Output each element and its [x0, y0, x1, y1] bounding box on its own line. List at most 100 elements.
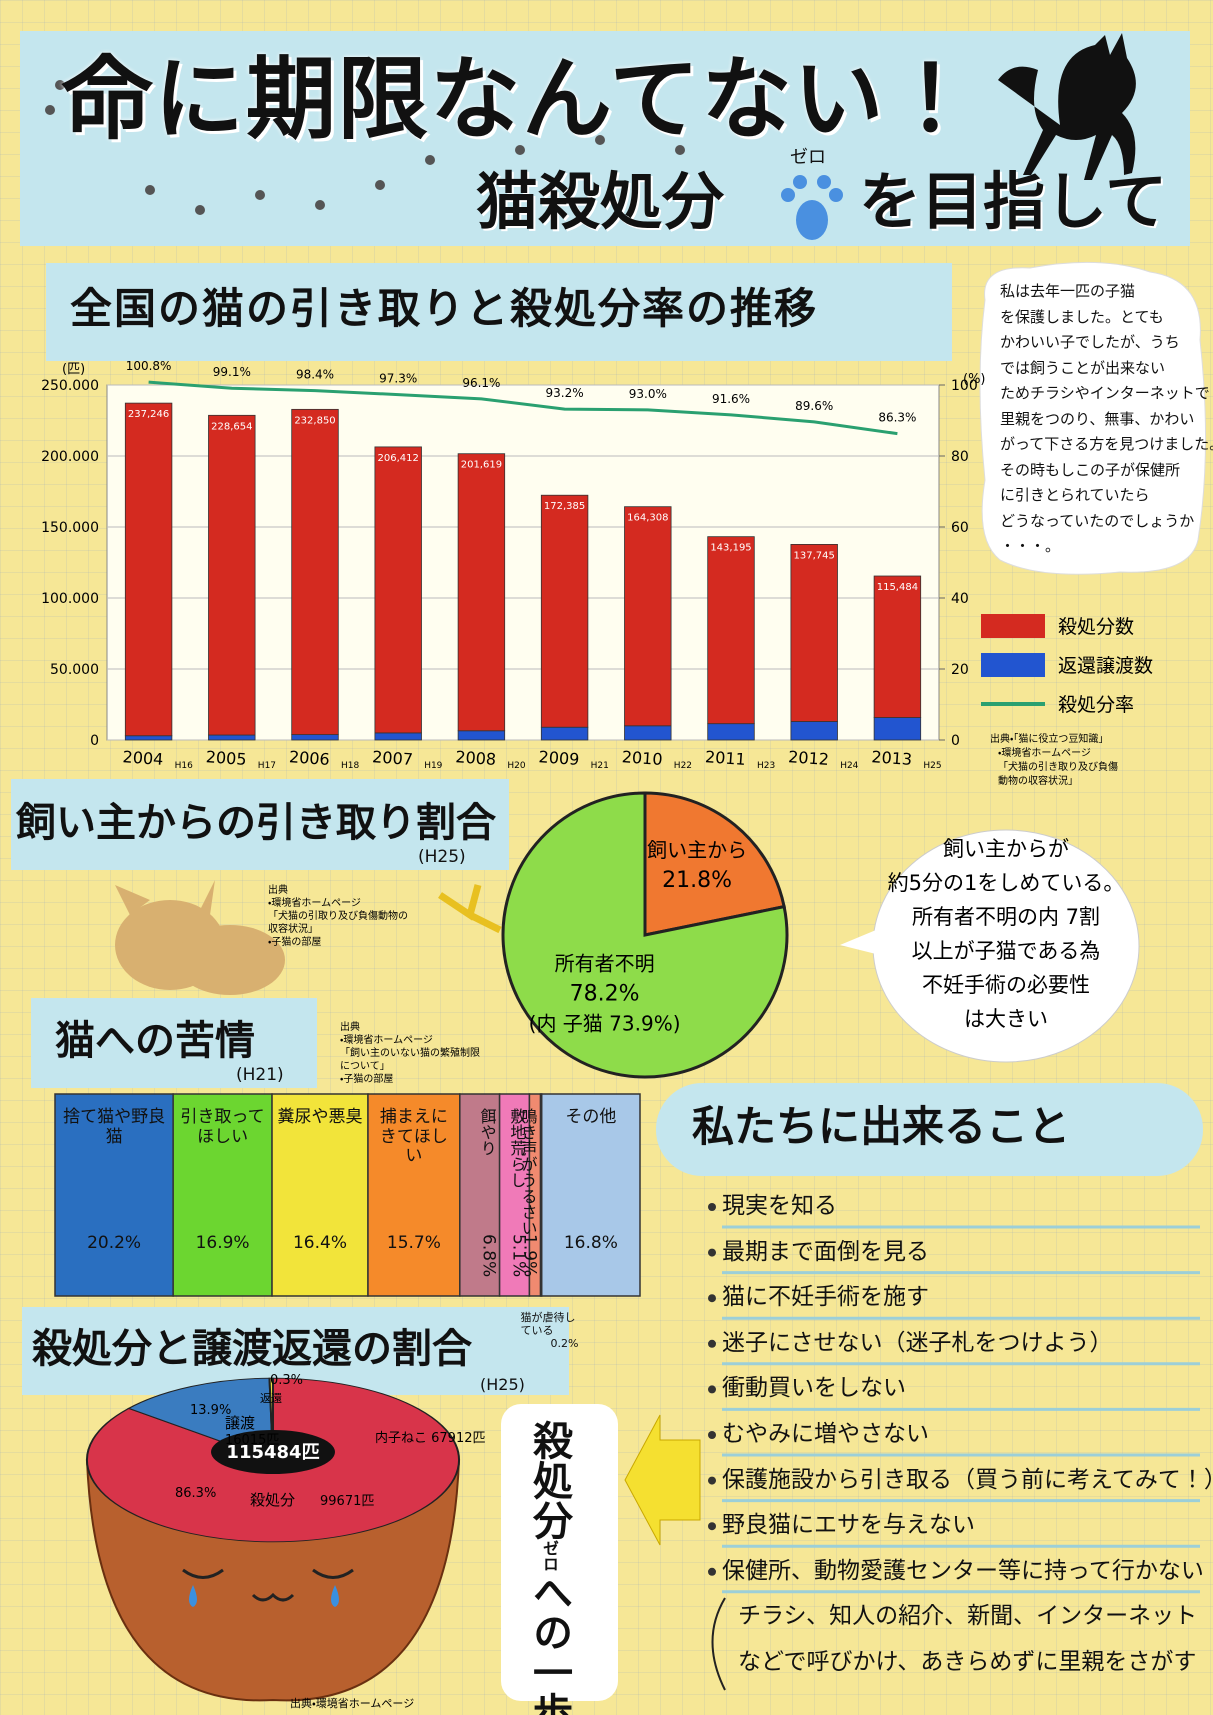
segment: [459, 1093, 501, 1297]
cat-illustration: [115, 880, 285, 995]
segment-label: 鳴き声がうるさい: [519, 1108, 538, 1236]
section-box: [11, 779, 509, 870]
legend-label: 返還譲渡数: [1058, 655, 1153, 677]
action-item: 野良猫にエサを与えない: [722, 1512, 975, 1539]
bullet: [708, 1294, 716, 1303]
x-tick-label: 2013: [871, 747, 913, 769]
action-item: 現実を知る: [722, 1193, 837, 1219]
segment-value: 20.2%: [87, 1233, 142, 1253]
x-tick-sublabel: H24: [840, 761, 858, 771]
bar: [208, 414, 256, 736]
bar: [291, 408, 339, 736]
note-line: どうなっていたのでしょうか: [1000, 511, 1195, 530]
note-line: に引きとられていたら: [1000, 486, 1150, 504]
y-tick-label: 150.000: [41, 520, 99, 536]
bar: [790, 721, 838, 741]
slice-value: 78.2%: [570, 981, 640, 1006]
note-line: では飼うことが出来ない: [1000, 358, 1166, 377]
donut-hole: [211, 1430, 335, 1474]
y2-tick-label: 40: [951, 591, 969, 607]
bar: [624, 506, 672, 727]
action-item: 迷子にさせない（迷子札をつけよう）: [722, 1329, 1113, 1356]
segment-label: 捨て猫や野良猫: [63, 1107, 166, 1147]
poster-subtitle: を目指して: [859, 165, 1168, 238]
x-tick-sublabel: H22: [674, 761, 692, 771]
bullet: [708, 1339, 716, 1348]
action-item: 猫に不妊手術を施す: [722, 1284, 929, 1311]
x-tick-sublabel: H16: [175, 761, 193, 771]
closing-part: への一歩: [526, 1572, 572, 1715]
bar: [790, 544, 838, 722]
segment: [54, 1093, 174, 1297]
donut-category: 譲渡: [225, 1414, 255, 1432]
bar: [707, 723, 755, 741]
source: 「犬猫の引き取り及び負傷: [998, 760, 1118, 773]
y-tick-label: 100.000: [41, 591, 99, 607]
closing-text: 殺処分ゼロへの一歩: [526, 1420, 572, 1715]
segment-label: 引き取ってほしい: [180, 1107, 265, 1147]
x-tick-label: 2007: [372, 747, 414, 769]
bar: [124, 402, 173, 737]
y2-tick-label: 20: [951, 662, 969, 678]
rate-label: 86.3%: [878, 411, 916, 425]
note-line: ・・・。: [1000, 537, 1061, 555]
source: 出典: [268, 883, 288, 896]
action-item: 衝動買いをしない: [722, 1375, 906, 1402]
note-line: 里親をつのり、無事、かわい: [1000, 409, 1195, 428]
segment-label: その他: [565, 1107, 617, 1127]
bullet: [708, 1567, 716, 1576]
bar-label: 115,484: [877, 582, 918, 593]
segment: [271, 1093, 369, 1297]
bar: [707, 536, 755, 725]
x-tick-label: 2006: [288, 747, 330, 769]
segment-label: 敷地荒らし: [507, 1108, 527, 1188]
rate-label: 93.2%: [546, 386, 584, 400]
donut-annotation: 内子ねこ 67912匹: [375, 1430, 486, 1446]
poster-subtitle: 猫殺処分: [476, 165, 725, 238]
x-tick-sublabel: H17: [258, 761, 276, 771]
bar: [374, 732, 422, 741]
note-line: を保護しました。とても: [1000, 307, 1164, 326]
cat-silhouette: [998, 33, 1136, 180]
source: 出典・「猫に役立つ豆知識」: [990, 732, 1108, 745]
source: 動物の収容状況」: [998, 774, 1078, 787]
chart-title-box: [46, 263, 952, 361]
segment-value: 6.8%: [478, 1234, 499, 1278]
x-tick-sublabel: H20: [507, 761, 525, 771]
segment-value: 16.4%: [292, 1233, 347, 1253]
bar: [208, 734, 256, 741]
segment: [172, 1093, 273, 1297]
donut-count: 99671匹: [320, 1494, 374, 1509]
action-detail: などで呼びかけ、あきらめずに里親をさがす: [738, 1649, 1197, 1675]
subtitle-ruby: ゼロ: [790, 147, 826, 168]
action-item: 最期まで面倒を見る: [722, 1238, 929, 1265]
bar: [540, 494, 589, 728]
x-tick-label: 2011: [704, 747, 746, 769]
source: 出典: [340, 1020, 360, 1033]
x-tick-label: 2004: [122, 747, 164, 769]
face: [182, 1568, 354, 1602]
x-tick-label: 2009: [538, 747, 580, 769]
source: について」: [340, 1060, 390, 1072]
chart-title: 飼い主からの引き取り割合: [16, 800, 496, 846]
paren: [711, 1597, 726, 1691]
note-line: ためチラシやインターネットで: [1000, 384, 1210, 402]
bar-label: 164,308: [627, 513, 668, 524]
bar-label: 172,385: [544, 501, 585, 512]
donut-center: 115484匹: [226, 1442, 319, 1463]
x-tick-sublabel: H23: [757, 761, 775, 771]
rate-label: 100.8%: [126, 359, 172, 373]
callout-line: 約5分の1をしめている。: [888, 871, 1125, 895]
bullet: [708, 1476, 716, 1485]
bar-label: 232,850: [294, 415, 335, 426]
segment-value: 0.2%: [550, 1337, 579, 1350]
slice-label: 所有者不明: [555, 951, 655, 975]
chart-title: 全国の猫の引き取りと殺処分率の推移: [70, 284, 819, 333]
slice-label: 飼い主から: [647, 838, 747, 862]
y-axis-label: (匹): [62, 362, 85, 377]
x-tick-sublabel: H19: [424, 761, 442, 771]
callout-tail: [840, 930, 880, 955]
y-tick-label: 50.000: [50, 662, 99, 678]
